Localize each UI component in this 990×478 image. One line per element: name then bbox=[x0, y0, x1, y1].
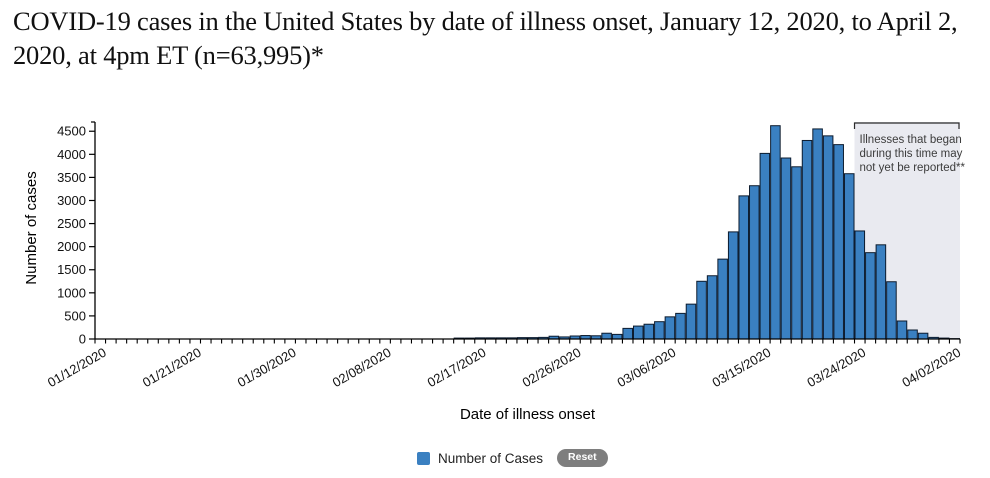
bar[interactable] bbox=[601, 332, 612, 340]
bar[interactable] bbox=[854, 230, 866, 340]
bar[interactable] bbox=[727, 231, 739, 340]
page-title: COVID-19 cases in the United States by d… bbox=[13, 6, 958, 71]
x-axis-title: Date of illness onset bbox=[460, 406, 596, 423]
bar[interactable] bbox=[664, 316, 676, 340]
bar[interactable] bbox=[843, 173, 855, 340]
bar[interactable] bbox=[696, 280, 707, 340]
x-tick-label: 04/02/2020 bbox=[899, 345, 963, 391]
x-tick-label: 03/06/2020 bbox=[615, 345, 679, 391]
bar[interactable] bbox=[611, 333, 623, 340]
bar[interactable] bbox=[791, 166, 802, 340]
annotation-line: during this time may bbox=[860, 148, 963, 160]
y-tick-label: 1000 bbox=[57, 285, 86, 300]
annotation-line: not yet be reported** bbox=[860, 162, 966, 174]
bar[interactable] bbox=[759, 152, 771, 340]
y-tick-label: 3500 bbox=[57, 170, 86, 185]
bar[interactable] bbox=[675, 312, 686, 340]
x-tick-label: 02/17/2020 bbox=[425, 345, 489, 391]
x-tick-label: 01/30/2020 bbox=[235, 345, 299, 391]
x-tick-label: 02/08/2020 bbox=[330, 345, 394, 391]
legend-color-swatch bbox=[417, 451, 430, 465]
y-axis-title: Number of cases bbox=[23, 171, 40, 284]
bar[interactable] bbox=[717, 258, 728, 340]
bar[interactable] bbox=[822, 135, 834, 340]
bar[interactable] bbox=[622, 327, 633, 340]
bar[interactable] bbox=[833, 144, 844, 340]
bar[interactable] bbox=[917, 332, 929, 340]
bar[interactable] bbox=[770, 125, 781, 340]
bar[interactable] bbox=[643, 323, 655, 340]
y-tick-label: 500 bbox=[64, 308, 86, 323]
annotation-line: Illnesses that began bbox=[860, 134, 962, 146]
bar[interactable] bbox=[780, 157, 792, 340]
bar[interactable] bbox=[749, 185, 760, 340]
x-tick-label: 01/21/2020 bbox=[140, 345, 204, 391]
y-tick-label: 4500 bbox=[57, 124, 86, 139]
chart-legend: Number of Cases Reset bbox=[417, 449, 608, 467]
x-tick-label: 03/24/2020 bbox=[804, 345, 868, 391]
bar[interactable] bbox=[865, 252, 876, 340]
bar[interactable] bbox=[685, 303, 697, 340]
y-tick-label: 2000 bbox=[57, 239, 86, 254]
legend-label: Number of Cases bbox=[438, 450, 544, 466]
annotation-bracket bbox=[853, 122, 960, 129]
x-tick-label: 02/26/2020 bbox=[520, 345, 584, 391]
x-tick-label: 01/12/2020 bbox=[45, 345, 109, 391]
y-tick-label: 3000 bbox=[57, 193, 86, 208]
bar[interactable] bbox=[738, 195, 750, 340]
bar[interactable] bbox=[886, 281, 897, 340]
bar[interactable] bbox=[801, 139, 813, 340]
y-tick-label: 1500 bbox=[57, 262, 86, 277]
bar[interactable] bbox=[632, 325, 644, 340]
y-tick-label: 4000 bbox=[57, 147, 86, 162]
y-tick-label: 0 bbox=[79, 332, 86, 347]
bar[interactable] bbox=[654, 321, 665, 340]
bar[interactable] bbox=[706, 275, 718, 340]
x-tick-label: 03/15/2020 bbox=[709, 345, 773, 391]
bar[interactable] bbox=[812, 128, 823, 340]
bar[interactable] bbox=[896, 320, 908, 340]
y-tick-label: 2500 bbox=[57, 216, 86, 231]
reset-button[interactable]: Reset bbox=[557, 449, 608, 467]
bar[interactable] bbox=[875, 244, 887, 340]
bar[interactable] bbox=[907, 329, 918, 340]
